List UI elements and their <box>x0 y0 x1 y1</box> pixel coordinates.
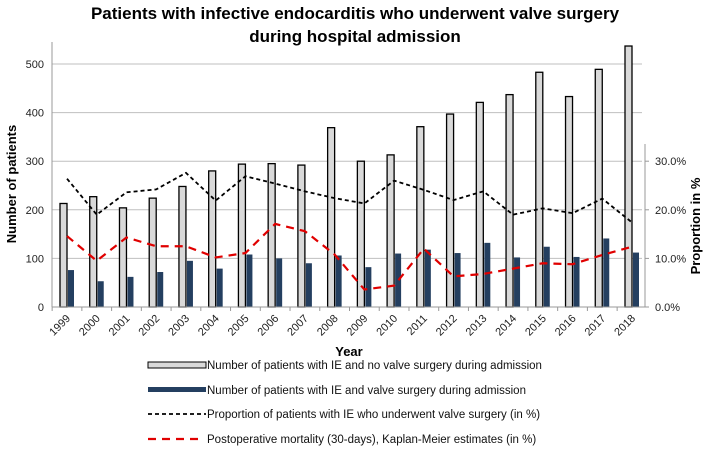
bar-no-surgery <box>356 160 366 308</box>
bar-no-surgery <box>59 202 68 308</box>
x-tick-label: 2002 <box>137 313 163 339</box>
y2-tick-label: 30.0% <box>655 156 686 168</box>
y-tick-label: 200 <box>26 205 44 217</box>
y-tick-label: 0 <box>38 302 44 314</box>
y-tick-label: 400 <box>26 108 44 120</box>
bar-surgery <box>246 254 253 307</box>
bar-surgery <box>365 267 372 307</box>
y-tick-label: 500 <box>26 59 44 71</box>
legend-label: Proportion of patients with IE who under… <box>207 409 540 421</box>
bar-no-surgery <box>386 154 395 308</box>
x-tick-label: 2000 <box>77 313 103 339</box>
bar-surgery <box>484 242 491 307</box>
legend: Number of patients with IE and no valve … <box>147 360 542 446</box>
bar-no-surgery <box>148 197 157 308</box>
bar-surgery <box>633 252 639 307</box>
bar-surgery <box>305 263 312 307</box>
y-axis-label: Number of patients <box>4 125 19 243</box>
y2-tick-label: 10.0% <box>655 253 686 265</box>
bar-no-surgery <box>208 170 217 308</box>
chart-title-line-1: Patients with infective endocarditis who… <box>91 4 620 23</box>
x-tick-label: 2001 <box>107 313 133 339</box>
bar-surgery <box>68 270 74 307</box>
y-tick-label: 100 <box>26 253 44 265</box>
bar-no-surgery <box>326 127 336 308</box>
bar-no-surgery <box>594 68 603 308</box>
y2-axis-label: Proportion in % <box>688 177 703 274</box>
y-tick-label: 300 <box>26 156 44 168</box>
x-tick-label: 2012 <box>434 313 460 339</box>
bar-no-surgery <box>297 164 306 308</box>
bar-surgery <box>573 256 580 307</box>
x-tick-label: 2008 <box>315 313 341 339</box>
x-tick-label: 2015 <box>523 313 549 339</box>
bar-no-surgery <box>505 93 514 308</box>
bar-no-surgery <box>416 126 425 308</box>
bar-no-surgery <box>267 162 276 308</box>
legend-swatch-surgery <box>148 387 206 392</box>
bar-surgery <box>543 246 550 307</box>
x-tick-label: 2016 <box>553 313 579 339</box>
x-tick-label: 2007 <box>285 313 311 339</box>
x-tick-label: 2010 <box>374 313 400 339</box>
legend-label: Postoperative mortality (30-days), Kapla… <box>207 434 536 446</box>
x-tick-label: 2004 <box>196 313 222 339</box>
bar-surgery <box>276 258 283 307</box>
bar-surgery <box>335 255 342 307</box>
x-tick-label: 2017 <box>583 313 609 339</box>
x-tick-label: 2018 <box>612 313 638 339</box>
x-tick-label: 2013 <box>464 313 490 339</box>
line-proportion-surgery <box>66 171 633 224</box>
bar-surgery <box>514 257 521 307</box>
bar-surgery <box>157 272 164 307</box>
x-tick-label: 2006 <box>255 313 281 339</box>
bar-no-surgery <box>445 113 455 308</box>
bar-surgery <box>395 253 402 307</box>
line-postop-mortality <box>66 222 633 291</box>
bar-surgery <box>216 268 223 307</box>
bar-surgery <box>454 253 461 307</box>
x-tick-label: 2003 <box>166 313 192 339</box>
bar-surgery <box>603 238 610 307</box>
bar-no-surgery <box>118 207 128 308</box>
legend-label: Number of patients with IE and valve sur… <box>207 385 526 397</box>
bar-no-surgery <box>475 101 484 308</box>
bar-no-surgery <box>624 45 633 308</box>
x-tick-label: 2014 <box>493 313 519 339</box>
bar-surgery <box>127 276 134 307</box>
legend-label: Number of patients with IE and no valve … <box>207 360 542 372</box>
x-axis-label: Year <box>335 344 362 359</box>
chart-title-line-2: during hospital admission <box>249 27 461 46</box>
x-tick-label: 2005 <box>226 313 252 339</box>
bar-surgery <box>97 281 104 307</box>
x-tick-label: 1999 <box>47 313 73 339</box>
legend-swatch-no-surgery <box>147 361 207 369</box>
x-tick-label: 2011 <box>405 313 430 338</box>
bar-no-surgery <box>237 163 247 308</box>
y2-tick-label: 20.0% <box>655 205 686 217</box>
bar-surgery <box>186 260 193 307</box>
y2-tick-label: 0.0% <box>655 302 680 314</box>
bar-surgery <box>424 249 431 307</box>
bar-no-surgery <box>564 95 574 308</box>
bar-no-surgery <box>535 71 544 308</box>
x-tick-label: 2009 <box>345 313 371 339</box>
